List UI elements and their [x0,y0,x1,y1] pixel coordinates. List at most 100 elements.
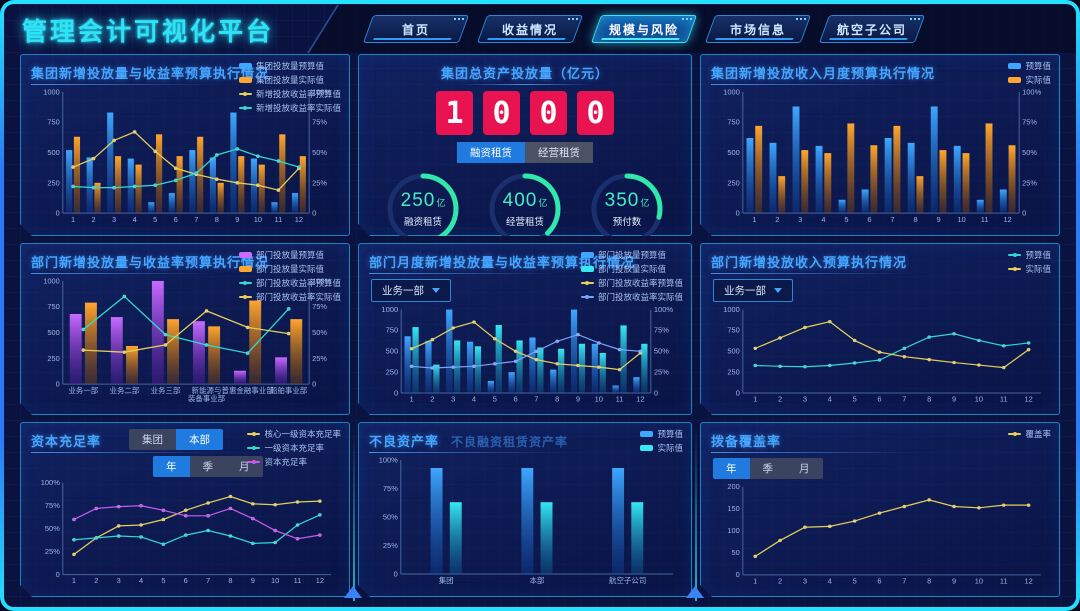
svg-text:业务二部: 业务二部 [110,385,140,395]
gauge-融资租赁: 250亿 融资租赁 [383,169,463,249]
svg-text:4: 4 [821,215,825,224]
svg-text:8: 8 [927,577,931,586]
button-年[interactable]: 年 [713,458,750,479]
legend-item[interactable]: 集团投放量预算值 [239,60,341,72]
department-dropdown[interactable]: 业务一部 [371,279,451,302]
nav-tab-1[interactable]: 收益情况 [476,15,584,43]
legend-item[interactable]: 部门投放量实际值 [581,263,683,275]
bar-swatch-icon [581,266,594,272]
legend-item[interactable]: 部门投放量预算值 [581,249,683,261]
bar-swatch-icon [640,431,653,437]
svg-text:8: 8 [215,215,219,224]
svg-text:1000: 1000 [43,276,60,285]
svg-text:0: 0 [312,209,316,218]
dot-icon [243,281,247,285]
svg-text:10: 10 [975,577,983,586]
panel-grid: 集团新增投放量与收益率预算执行情况 集团投放量预算值 集团投放量实际值 新增投放收益… [4,52,1076,607]
legend-label: 部门投放量实际值 [255,264,324,274]
button-年[interactable]: 年 [153,456,190,477]
svg-text:100%: 100% [1022,87,1041,96]
button-季[interactable]: 季 [750,458,787,479]
legend-item[interactable]: 部门投放收益率预算值 [239,277,341,289]
legend-item[interactable]: 实际值 [1008,74,1051,86]
legend-label: 部门投放收益率预算值 [255,278,341,288]
legend-item[interactable]: 新增投放收益率预算值 [239,88,341,100]
svg-text:25%: 25% [45,547,60,556]
line-swatch-icon [1008,433,1021,435]
legend-item[interactable]: 部门投放收益率实际值 [581,291,683,303]
legend-item[interactable]: 资本充足率 [247,456,341,468]
toggle-经营租赁[interactable]: 经营租赁 [525,142,593,163]
chart-legend: 部门投放量预算值 部门投放量实际值部门投放收益率预算值部门投放收益率实际值 [239,249,341,303]
svg-text:12: 12 [636,395,644,404]
gauge-value: 250 [400,190,436,211]
department-dropdown[interactable]: 业务一部 [713,279,793,302]
gauge-unit: 亿 [640,198,650,208]
legend-item[interactable]: 部门投放量实际值 [239,263,341,275]
button-季[interactable]: 季 [190,456,227,477]
legend-item[interactable]: 核心一级资本充足率 [247,428,341,440]
legend-label: 预算值 [1025,61,1051,71]
legend-item[interactable]: 覆盖率 [1008,428,1051,440]
legend-item[interactable]: 预算值 [1008,249,1051,261]
page-title: 管理会计可视化平台 [22,18,275,46]
svg-text:750: 750 [47,118,59,127]
line-swatch-icon [239,93,252,95]
svg-text:本部: 本部 [529,575,544,585]
svg-text:9: 9 [952,577,956,586]
chart-area: 0 250 500 750 1000 0 25% 50% 75% 100% 业务一部 业务二部 业务三部… [31,275,339,406]
legend-item[interactable]: 预算值 [1008,60,1051,72]
tab-label: 航空子公司 [837,22,908,37]
button-本部[interactable]: 本部 [176,429,223,450]
legend-item[interactable]: 部门投放收益率实际值 [239,291,341,303]
title-underline [369,452,556,453]
svg-text:0: 0 [312,380,316,389]
svg-text:1: 1 [753,395,757,404]
bar-swatch-icon [239,266,252,272]
dot-icon [1013,267,1017,271]
svg-text:500: 500 [727,347,739,356]
legend-label: 实际值 [1025,264,1051,274]
panel-dept-volume-yield: 部门新增投放量与收益率预算执行情况 部门投放量预算值 部门投放量实际值 部门投放收益… [20,243,350,415]
divider [695,427,697,601]
panel-group-volume-yield: 集团新增投放量与收益率预算执行情况 集团投放量预算值 集团投放量实际值 新增投放收益… [20,54,350,236]
nav-tab-2[interactable]: 规模与风险 [590,15,698,43]
svg-text:0: 0 [736,209,740,218]
nav-tab-3[interactable]: 市场信息 [704,15,812,43]
nav-tab-0[interactable]: 首页 [362,15,470,43]
toggle-融资租赁[interactable]: 融资租赁 [457,142,525,163]
svg-text:250: 250 [47,354,59,363]
svg-text:50%: 50% [312,148,327,157]
legend-item[interactable]: 新增投放收益率实际值 [239,102,341,114]
legend-item[interactable]: 部门投放收益率预算值 [581,277,683,289]
line-swatch-icon [581,296,594,298]
svg-text:250: 250 [47,178,59,187]
gauge-预付数: 350亿 预付数 [587,169,667,249]
line-swatch-icon [1008,254,1021,256]
button-月[interactable]: 月 [786,458,823,479]
dot-icon [252,446,256,450]
legend-item[interactable]: 一级资本充足率 [247,442,341,454]
nav-tab-4[interactable]: 航空子公司 [818,15,926,43]
panel-title: 集团总资产投放量（亿元） [440,66,609,81]
svg-text:75%: 75% [383,484,398,493]
legend-item[interactable]: 部门投放量预算值 [239,249,341,261]
divider [353,427,355,601]
title-underline [459,84,590,85]
svg-text:1000: 1000 [723,305,740,314]
svg-text:8: 8 [913,215,917,224]
svg-text:9: 9 [251,576,255,585]
capital-adequacy-chart: 025%50%75%100%1 2 3 4 5 6 7 8 9 10 11 12 [31,477,339,588]
chart-legend: 部门投放量预算值 部门投放量实际值 部门投放收益率预算值部门投放收益率实际值 [581,249,683,303]
legend-item[interactable]: 集团投放量实际值 [239,74,341,86]
legend-item[interactable]: 预算值 [640,428,683,440]
svg-text:200: 200 [727,482,739,491]
svg-text:100: 100 [727,526,739,535]
button-集团[interactable]: 集团 [129,429,176,450]
panel-subtitle: 不良融资租赁资产率 [451,435,569,449]
legend-label: 部门投放收益率实际值 [597,292,683,302]
legend-item[interactable]: 实际值 [1008,263,1051,275]
legend-item[interactable]: 实际值 [640,442,683,454]
svg-text:9: 9 [576,395,580,404]
